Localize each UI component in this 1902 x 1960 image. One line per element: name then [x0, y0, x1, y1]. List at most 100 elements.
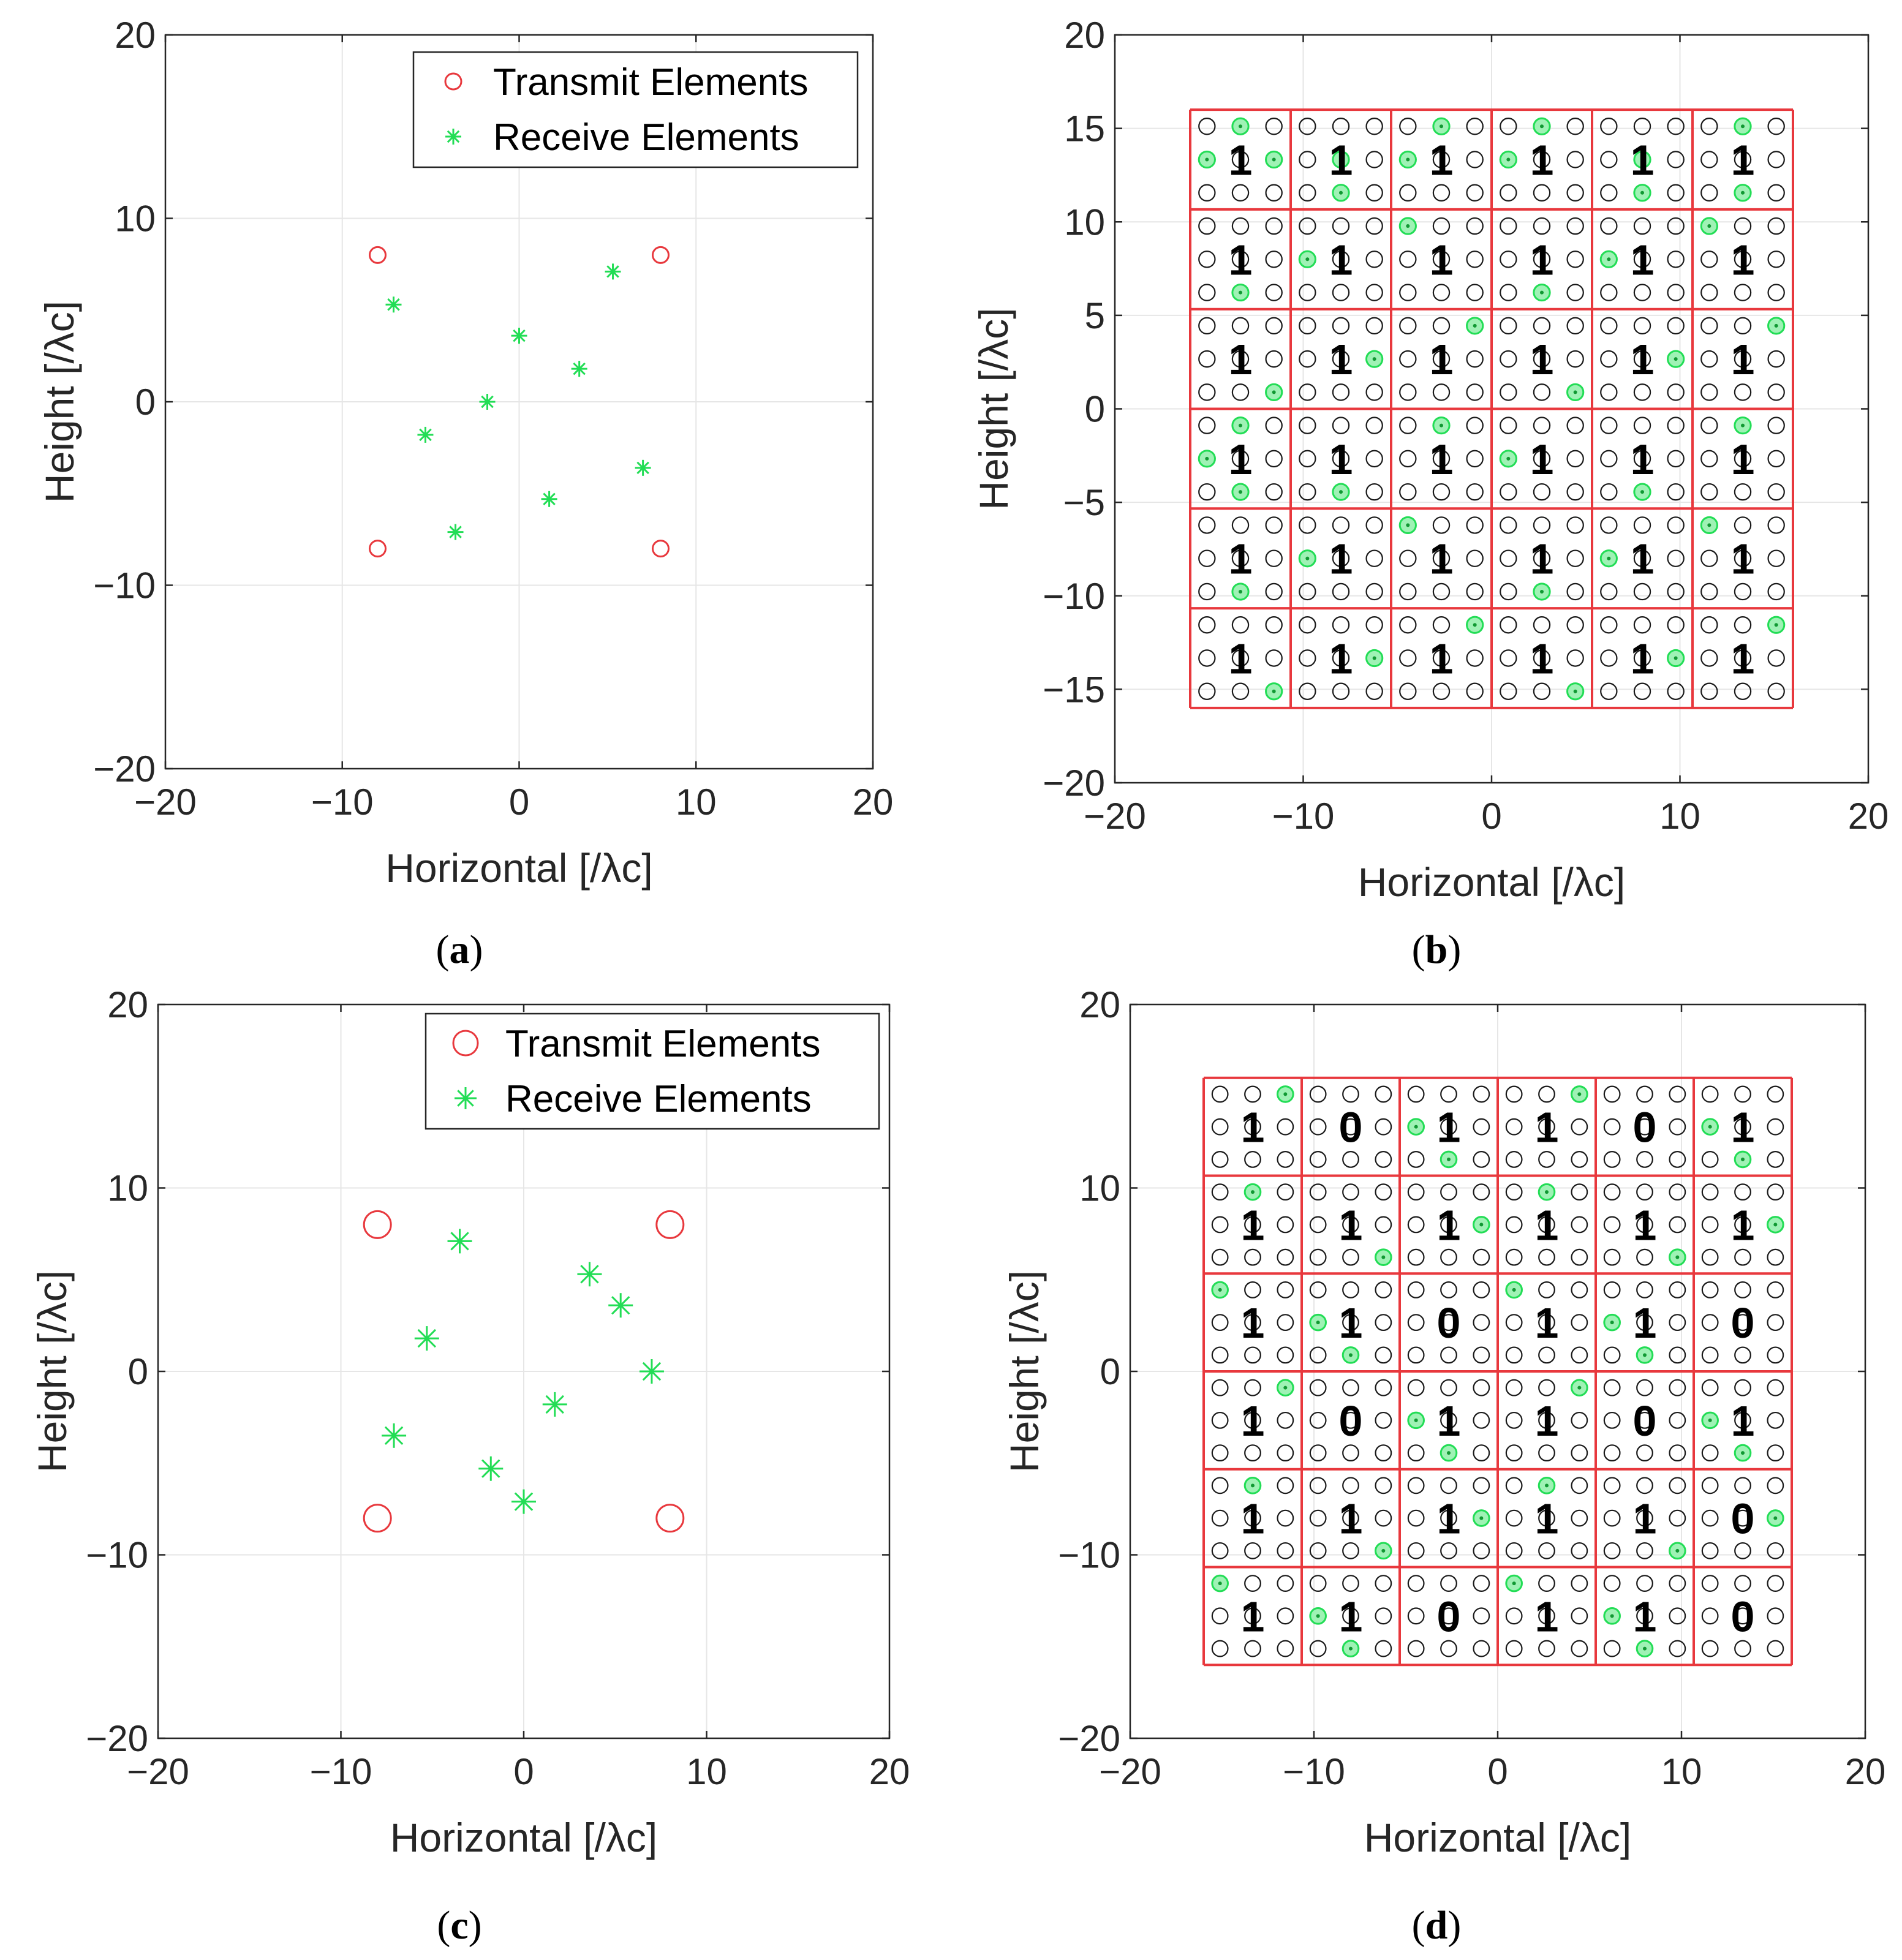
- transmit-element: [363, 1210, 392, 1239]
- antenna-element: [1277, 1477, 1294, 1494]
- receive-stroke: [457, 1090, 474, 1107]
- x-tick-label: 10: [1659, 796, 1700, 837]
- antenna-element: [1244, 1640, 1261, 1657]
- active-element-dot: [1640, 190, 1644, 195]
- antenna-element: [1375, 1183, 1392, 1201]
- antenna-element: [1365, 682, 1383, 700]
- receive-element: [571, 361, 587, 377]
- active-element-dot: [1406, 157, 1410, 162]
- y-tick-label: 10: [115, 198, 156, 239]
- antenna-element: [1700, 483, 1718, 501]
- subarray: 1: [1211, 1281, 1294, 1364]
- antenna-element: [1734, 151, 1752, 168]
- antenna-element: [1734, 682, 1752, 700]
- active-element-dot: [1640, 490, 1644, 494]
- antenna-element: [1533, 217, 1551, 235]
- antenna-element: [1432, 217, 1451, 235]
- active-element-dot: [1251, 1483, 1255, 1488]
- antenna-element: [1277, 1346, 1294, 1364]
- antenna-element: [1407, 1085, 1425, 1103]
- antenna-element: [1399, 649, 1417, 667]
- antenna-element: [1299, 516, 1316, 534]
- active-element-dot: [1506, 157, 1511, 162]
- active-element-dot: [1643, 1353, 1647, 1357]
- antenna-element: [1571, 1640, 1588, 1657]
- subarray: 1: [1499, 417, 1584, 501]
- subarray: 1: [1505, 1379, 1588, 1462]
- antenna-element: [1342, 1444, 1359, 1462]
- receive-element: [414, 1326, 439, 1351]
- antenna-element: [1198, 649, 1216, 667]
- active-element-dot: [1674, 357, 1678, 361]
- antenna-element: [1700, 450, 1718, 468]
- active-element-dot: [1573, 689, 1577, 693]
- transmit-element: [655, 1210, 685, 1239]
- subarray: 1: [1505, 1574, 1588, 1657]
- antenna-element: [1700, 118, 1718, 135]
- antenna-element: [1669, 1509, 1686, 1527]
- antenna-element: [1603, 1477, 1621, 1494]
- active-element-dot: [1773, 1516, 1778, 1520]
- antenna-element: [1399, 118, 1417, 135]
- antenna-element: [1538, 1118, 1555, 1136]
- antenna-element: [1701, 1216, 1719, 1234]
- antenna-element: [1669, 1640, 1686, 1657]
- legend-receive-label: Receive Elements: [505, 1078, 812, 1120]
- antenna-element: [1734, 616, 1752, 634]
- active-element-dot: [1540, 589, 1544, 594]
- chart-c: −20 −10 0 10 20 −20 −10 0 10 20 Horizontal [/λc] He…: [29, 984, 910, 1860]
- active-element-dot: [1674, 656, 1678, 660]
- antenna-element: [1767, 1281, 1784, 1298]
- active-element-dot: [1545, 1483, 1549, 1488]
- subarray-bit-label: 1: [1241, 1299, 1265, 1347]
- antenna-element: [1399, 549, 1417, 567]
- antenna-element: [1309, 1640, 1327, 1657]
- antenna-element: [1198, 483, 1216, 501]
- antenna-element: [1505, 1183, 1523, 1201]
- antenna-element: [1767, 1607, 1784, 1625]
- antenna-element: [1244, 1411, 1261, 1429]
- subarray: 1: [1500, 516, 1584, 601]
- active-element-dot: [1239, 490, 1242, 494]
- antenna-element: [1734, 1411, 1751, 1429]
- antenna-element: [1669, 1379, 1686, 1396]
- antenna-element: [1432, 616, 1451, 634]
- subarray: 1: [1600, 417, 1685, 501]
- receive-element: [447, 1229, 472, 1254]
- antenna-element: [1533, 417, 1551, 434]
- receive-stroke: [513, 329, 526, 342]
- antenna-element: [1669, 1477, 1686, 1494]
- antenna-element: [1198, 582, 1216, 601]
- receive-stroke: [636, 461, 649, 475]
- antenna-element: [1466, 284, 1484, 301]
- antenna-element: [1571, 1607, 1588, 1625]
- antenna-element: [1244, 1542, 1261, 1559]
- antenna-element: [1399, 284, 1417, 301]
- active-element-dot: [1272, 689, 1276, 693]
- antenna-element: [1332, 118, 1350, 135]
- active-element-dot: [1708, 1125, 1712, 1129]
- antenna-element: [1636, 1216, 1653, 1234]
- antenna-element: [1332, 582, 1350, 601]
- antenna-element: [1473, 1607, 1490, 1625]
- antenna-element: [1505, 1411, 1523, 1429]
- receive-element: [417, 426, 434, 443]
- antenna-element: [1633, 284, 1651, 301]
- subarray-bit-label: 1: [1530, 435, 1554, 483]
- antenna-element: [1473, 1346, 1490, 1364]
- subarray: 1: [1298, 217, 1383, 301]
- active-element-dot: [1773, 1223, 1778, 1227]
- antenna-element: [1600, 118, 1618, 135]
- antenna-element: [1767, 1183, 1784, 1201]
- antenna-element: [1440, 1411, 1457, 1429]
- antenna-element: [1432, 450, 1451, 468]
- antenna-element: [1734, 1281, 1751, 1298]
- x-tick-label: −10: [311, 782, 374, 823]
- antenna-element: [1767, 1248, 1784, 1266]
- antenna-element: [1669, 1216, 1686, 1234]
- y-axis-label: Height [/λc]: [37, 301, 82, 503]
- antenna-element: [1265, 450, 1283, 468]
- subarray-bit-label: 0: [1731, 1495, 1755, 1543]
- active-element-dot: [1414, 1418, 1418, 1422]
- receive-stroke: [449, 526, 462, 538]
